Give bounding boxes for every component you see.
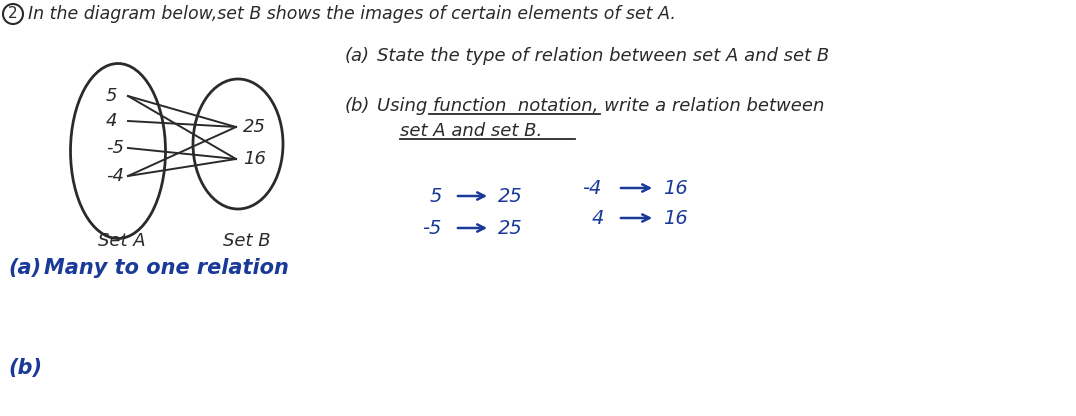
Text: State the type of relation between set A and set B: State the type of relation between set A… [377, 47, 830, 65]
Text: Set B: Set B [223, 232, 271, 250]
Text: -5: -5 [422, 218, 441, 238]
Text: 5: 5 [107, 87, 117, 105]
Text: 5: 5 [430, 186, 442, 206]
Text: Set A: Set A [98, 232, 145, 250]
Text: (b): (b) [8, 358, 42, 378]
Text: (a): (a) [8, 258, 41, 278]
Text: 4: 4 [107, 112, 117, 130]
Text: 4: 4 [592, 208, 605, 228]
Text: 25: 25 [498, 186, 523, 206]
Text: -5: -5 [107, 139, 124, 157]
Text: -4: -4 [107, 167, 124, 185]
Text: Many to one relation: Many to one relation [44, 258, 288, 278]
Text: set A and set B.: set A and set B. [400, 122, 542, 140]
Text: 16: 16 [663, 178, 688, 198]
Text: 2: 2 [9, 7, 18, 22]
Text: (b): (b) [345, 97, 370, 115]
Text: (a): (a) [345, 47, 370, 65]
Text: 16: 16 [663, 208, 688, 228]
Text: 25: 25 [243, 118, 266, 136]
Text: 25: 25 [498, 218, 523, 238]
Text: -4: -4 [582, 178, 601, 198]
Text: 16: 16 [243, 150, 266, 168]
Text: In the diagram below,set B shows the images of certain elements of set A.: In the diagram below,set B shows the ima… [28, 5, 676, 23]
Text: Using function  notation, write a relation between: Using function notation, write a relatio… [377, 97, 824, 115]
